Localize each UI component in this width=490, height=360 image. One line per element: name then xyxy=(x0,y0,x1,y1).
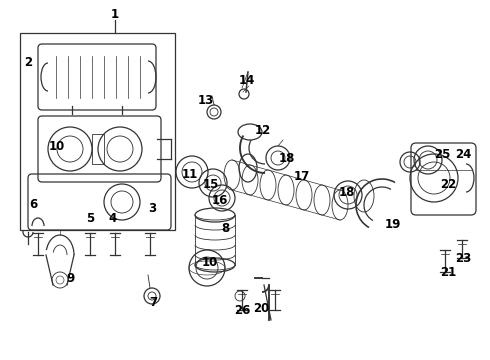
Text: 23: 23 xyxy=(455,252,471,265)
Text: 8: 8 xyxy=(221,221,229,234)
Text: 2: 2 xyxy=(24,55,32,68)
Text: 20: 20 xyxy=(253,302,269,315)
Text: 18: 18 xyxy=(339,186,355,199)
Text: 25: 25 xyxy=(434,148,450,162)
Bar xyxy=(92,134,104,164)
Text: 1: 1 xyxy=(111,8,119,21)
Text: 4: 4 xyxy=(109,211,117,225)
Text: 21: 21 xyxy=(440,266,456,279)
Text: 11: 11 xyxy=(182,168,198,181)
Text: 3: 3 xyxy=(148,202,156,215)
Text: 5: 5 xyxy=(86,211,94,225)
Text: 14: 14 xyxy=(239,73,255,86)
Text: 10: 10 xyxy=(202,256,218,270)
Text: 6: 6 xyxy=(29,198,37,211)
Text: 10: 10 xyxy=(49,140,65,153)
Text: 19: 19 xyxy=(385,219,401,231)
Text: 15: 15 xyxy=(203,179,219,192)
Bar xyxy=(20,33,175,230)
Text: 24: 24 xyxy=(455,148,471,162)
Text: 17: 17 xyxy=(294,171,310,184)
Text: 26: 26 xyxy=(234,303,250,316)
Text: 13: 13 xyxy=(198,94,214,107)
Text: 22: 22 xyxy=(440,179,456,192)
Text: 16: 16 xyxy=(212,194,228,207)
Text: 18: 18 xyxy=(279,152,295,165)
Text: 12: 12 xyxy=(255,123,271,136)
Text: 9: 9 xyxy=(66,271,74,284)
Text: 7: 7 xyxy=(149,296,157,309)
